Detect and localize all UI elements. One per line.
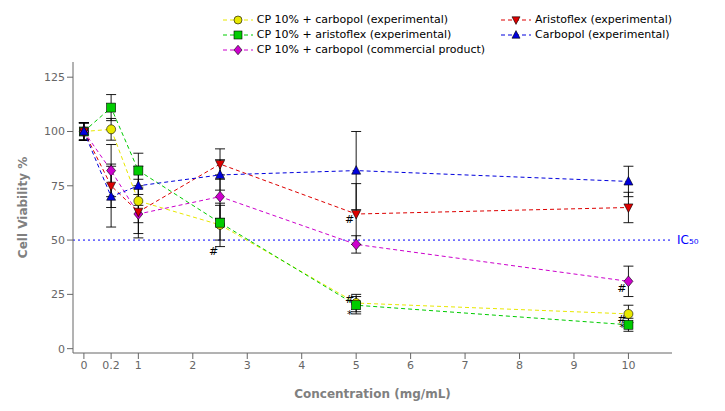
svg-text:4: 4 bbox=[298, 359, 305, 372]
svg-text:7: 7 bbox=[462, 359, 469, 372]
svg-text:125: 125 bbox=[44, 71, 65, 84]
svg-text:8: 8 bbox=[516, 359, 523, 372]
svg-text:1: 1 bbox=[135, 359, 142, 372]
svg-text:75: 75 bbox=[51, 180, 65, 193]
svg-text:#: # bbox=[209, 245, 218, 258]
svg-text:10: 10 bbox=[621, 359, 635, 372]
svg-text:0: 0 bbox=[58, 343, 65, 356]
svg-text:100: 100 bbox=[44, 125, 65, 138]
svg-text:Concentration (mg/mL): Concentration (mg/mL) bbox=[294, 387, 451, 401]
svg-text:Cell Viability %: Cell Viability % bbox=[16, 157, 30, 258]
html-text:CP 10% + carbopol (commercial: CP 10% + carbopol (commercial product) bbox=[256, 43, 485, 56]
html-text:CP 10% + carbopol (experimenta: CP 10% + carbopol (experimental) bbox=[256, 13, 449, 26]
svg-text:50: 50 bbox=[51, 234, 65, 247]
html-text:Carbopol (experimental): Carbopol (experimental) bbox=[535, 28, 670, 41]
svg-text:6: 6 bbox=[407, 359, 414, 372]
svg-text:0.2: 0.2 bbox=[102, 359, 120, 372]
html-text:Aristoflex (experimental): Aristoflex (experimental) bbox=[535, 13, 672, 26]
svg-text:*: * bbox=[347, 308, 353, 321]
svg-text:0: 0 bbox=[80, 359, 87, 372]
svg-text:#: # bbox=[617, 282, 626, 295]
html-text:CP 10% + aristoflex (experimen: CP 10% + aristoflex (experimental) bbox=[256, 28, 452, 41]
svg-text:5: 5 bbox=[353, 359, 360, 372]
svg-text:9: 9 bbox=[570, 359, 577, 372]
svg-text:IC₅₀: IC₅₀ bbox=[677, 233, 699, 247]
svg-text:#: # bbox=[345, 213, 354, 226]
svg-text:3: 3 bbox=[244, 359, 251, 372]
svg-text:2: 2 bbox=[189, 359, 196, 372]
svg-text:25: 25 bbox=[51, 288, 65, 301]
